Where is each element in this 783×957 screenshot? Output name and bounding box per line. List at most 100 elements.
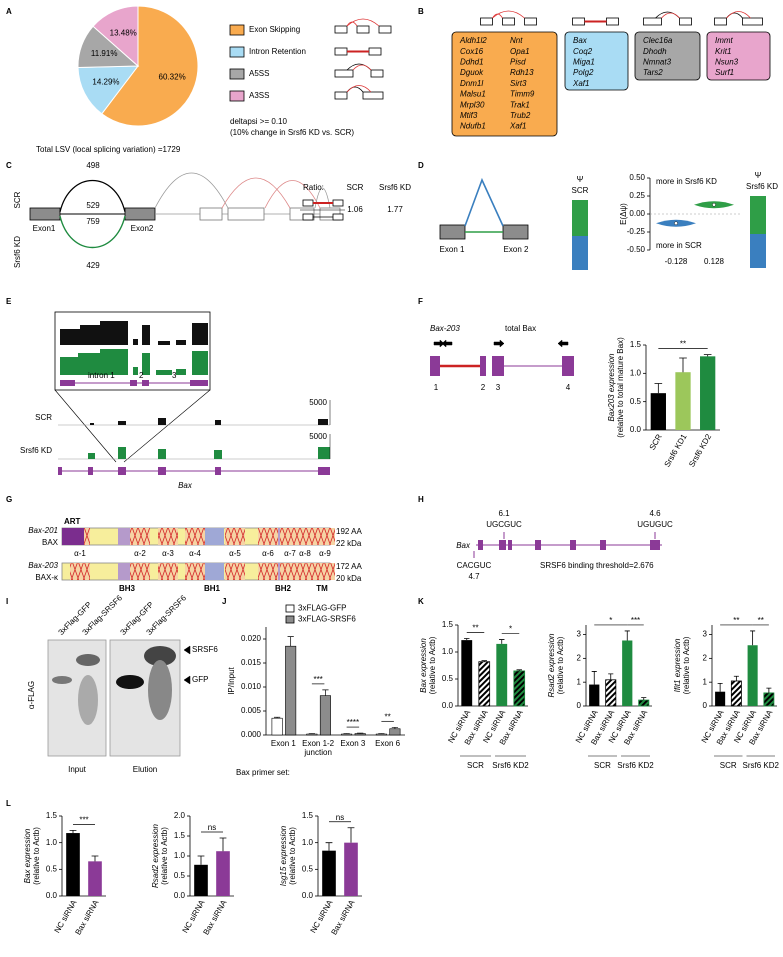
helix: [295, 563, 315, 580]
panel-letter: L: [6, 799, 11, 808]
annotation: more in Srsf6 KD: [656, 177, 717, 186]
coverage: [318, 419, 328, 425]
gene-box: [706, 31, 771, 81]
error-bar: [766, 687, 772, 693]
exon: [58, 467, 62, 475]
panel-letter: F: [418, 297, 423, 306]
protein-label: BAX-κ: [35, 573, 59, 582]
exon-icon: [714, 17, 727, 26]
y-axis-label: Ifit1 expression: [673, 638, 682, 692]
x-tick-label: Srsf6 KD2: [687, 432, 713, 469]
length-label: 192 AA: [336, 527, 362, 536]
ratio-value: 1.77: [387, 205, 403, 214]
y-tick-label: -0.50: [627, 245, 646, 254]
gene-name: Dguok: [460, 68, 484, 77]
junction-arc: [264, 180, 321, 209]
read-count: 759: [86, 217, 100, 226]
error-bar: [273, 716, 281, 719]
domain-label: BH3: [119, 584, 136, 593]
y-tick-label: 0.5: [174, 871, 186, 880]
helix: [225, 563, 245, 580]
exon-icon: [334, 69, 354, 78]
helix-label: α-4: [189, 549, 201, 558]
coverage: [100, 321, 128, 345]
significance-label: **: [385, 712, 391, 721]
error-bar: [654, 383, 663, 394]
y-tick-label: 2: [577, 653, 582, 662]
legend-label: A3SS: [249, 91, 269, 100]
exon: [562, 356, 574, 376]
bar: [513, 670, 526, 707]
x-tick-label: Exon 1: [270, 739, 296, 748]
coverage: [133, 367, 138, 375]
primer-arrow: [433, 339, 445, 348]
slice-label: 11.91%: [91, 49, 118, 58]
exon: [650, 540, 660, 550]
junction-arc: [154, 172, 229, 209]
error-bar: [703, 354, 712, 357]
bar: [306, 733, 318, 736]
y-axis-label: E(Δψ): [619, 203, 628, 225]
y-axis-label: (relative to Actb): [288, 827, 297, 885]
track-label: SCR: [13, 191, 22, 208]
gene-name: Malsu1: [460, 90, 486, 99]
bar: [216, 851, 230, 896]
art-label: ART: [64, 517, 81, 526]
y-axis-label: Bax expression: [419, 638, 428, 693]
error-bar: [499, 639, 505, 644]
group-label: SCR: [467, 761, 484, 770]
site-motif: UGUGUC: [637, 520, 673, 529]
slice-label: 13.48%: [110, 28, 137, 37]
y-axis-label: Rsad2 expression: [547, 633, 556, 698]
exon-icon: [302, 213, 314, 221]
zoom-label: intron 1: [88, 371, 115, 380]
exon-icon: [356, 25, 370, 34]
exon: [60, 380, 75, 386]
track-label: Srsf6 KD: [13, 236, 22, 268]
coverage: [133, 339, 138, 345]
length-label: 172 AA: [336, 562, 362, 571]
art-region: [62, 528, 84, 545]
band-label: GFP: [192, 675, 208, 684]
band-arrow: [183, 645, 191, 655]
exon: [158, 467, 166, 475]
error-bar: [464, 638, 470, 641]
legend-label: A5SS: [249, 69, 269, 78]
panel-letter: B: [418, 7, 424, 16]
x-tick-label: Srsf6 KD1: [663, 432, 689, 469]
legend-swatch: [229, 90, 245, 102]
exon: [29, 207, 61, 221]
psi-bar: [572, 236, 588, 270]
bar: [461, 640, 473, 706]
y-axis-label: Bax expression: [23, 828, 32, 883]
exon-icon: [502, 17, 515, 26]
y-tick-label: 0.0: [302, 891, 314, 900]
y-axis-label: (relative to Actb): [160, 827, 169, 885]
exon: [227, 207, 265, 221]
legend-label: Intron Retention: [249, 47, 306, 56]
mass-label: 22 kDa: [336, 539, 362, 548]
exon: [199, 207, 223, 221]
psi-bar: [572, 200, 588, 236]
domain-label: BH1: [204, 584, 221, 593]
bar: [194, 864, 208, 896]
error-bar: [516, 669, 522, 671]
y-tick-label: 1.0: [46, 838, 58, 847]
legend-swatch: [229, 46, 245, 58]
panel-letter: I: [6, 597, 8, 606]
zoom-box: [54, 311, 211, 391]
y-tick-label: 1.5: [630, 340, 642, 349]
bar: [496, 643, 508, 706]
caption: Total LSV (local splicing variation) =17…: [36, 145, 181, 154]
junction-arc: [346, 85, 372, 93]
group-label: Srsf6 KD2: [617, 761, 654, 770]
gene-name: Opa1: [510, 47, 530, 56]
y-axis-label: Rsad2 expression: [151, 823, 160, 888]
transcript-label: total Bax: [505, 324, 536, 333]
exon-label: Exon1: [33, 224, 56, 233]
significance-label: ***: [631, 616, 640, 625]
site-score: 4.6: [649, 509, 661, 518]
error-bar: [325, 842, 333, 851]
track-label: Srsf6 KD: [20, 446, 52, 455]
legend-swatch: [285, 615, 295, 624]
